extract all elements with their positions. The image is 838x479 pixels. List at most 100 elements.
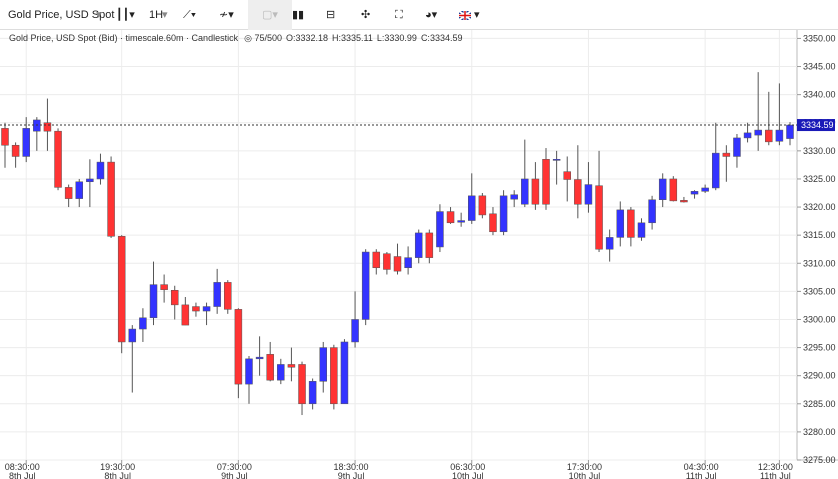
candle-body (627, 209, 635, 238)
candle-body (722, 152, 731, 157)
ohlc-high: H:3335.11 (332, 33, 373, 43)
candle-body (584, 184, 593, 205)
candle-body (96, 161, 105, 180)
draw-line-button[interactable]: ⟋▾ (183, 9, 197, 21)
candle-body (531, 178, 540, 205)
candle-body (765, 129, 773, 143)
candle-body (192, 306, 200, 312)
candle-body (287, 364, 296, 368)
candle-body (510, 194, 518, 200)
candle-body (605, 237, 614, 250)
candle-body (107, 161, 115, 237)
y-tick-label: 3275.00 (803, 455, 836, 465)
candle-body (690, 191, 699, 195)
fullscreen-button[interactable]: ✣ (361, 9, 371, 21)
candle-body (245, 358, 253, 385)
candle-body (478, 195, 487, 216)
ohlc-open: O:3332.18 (286, 33, 328, 43)
zoom-button[interactable]: ⛶ (395, 9, 403, 21)
y-tick-label: 3350.00 (803, 33, 836, 43)
y-tick-label: 3305.00 (803, 286, 836, 296)
candle-body (160, 284, 168, 290)
candle-body (637, 222, 646, 238)
x-tick-label: 19:30:00 (100, 462, 135, 472)
candle-body (786, 124, 794, 139)
y-tick-label: 3290.00 (803, 371, 836, 381)
indicator-button[interactable]: ≁▾ (219, 9, 234, 21)
y-tick-label: 3330.00 (803, 146, 836, 156)
candle-body (521, 178, 529, 205)
x-tick-date: 11th Jul (686, 471, 717, 479)
info-title: Gold Price, USD Spot (Bid) · timescale.6… (9, 33, 239, 43)
candle-body (361, 251, 370, 320)
x-tick-label: 08:30:00 (5, 462, 40, 472)
interval-selector[interactable]: 1H (149, 9, 164, 21)
candle-body (404, 257, 412, 269)
candle-body (139, 317, 147, 330)
candle-body (255, 356, 264, 360)
y-tick-label: 3340.00 (803, 90, 836, 100)
x-tick-label: 12:30:00 (758, 462, 793, 472)
compare-button[interactable]: ▢▾ (248, 0, 292, 30)
candle-body (117, 236, 126, 343)
theme-button[interactable]: ◕▾ (425, 9, 438, 21)
x-tick-date: 10th Jul (569, 471, 601, 479)
last-price-box (797, 119, 835, 132)
candle-body (648, 199, 656, 224)
candle-body (446, 211, 455, 224)
candle-body (669, 178, 678, 202)
candle-body (1, 128, 9, 146)
candle-body (340, 341, 349, 405)
x-tick-label: 17:30:00 (567, 462, 602, 472)
y-tick-label: 3280.00 (803, 427, 836, 437)
language-button[interactable]: ▾ (458, 0, 480, 30)
candle-body (54, 130, 62, 188)
y-tick-label: 3300.00 (803, 314, 836, 324)
candle-body (43, 122, 52, 132)
x-tick-label: 06:30:00 (450, 462, 485, 472)
candle-body (308, 381, 317, 405)
candle-body (277, 364, 285, 381)
toolbar: Gold Price, USD Spot ▾ ┃┃▾ 1H ▾ ⟋▾ ≁▾ ▢▾… (0, 0, 838, 30)
x-tick-date: 11th Jul (760, 471, 791, 479)
last-price-label: 3334.59 (801, 120, 834, 130)
candle-body (383, 253, 391, 270)
symbol-selector[interactable]: Gold Price, USD Spot (8, 9, 115, 21)
candle-body (616, 209, 625, 238)
candle-body (595, 185, 603, 250)
candle-body (457, 220, 465, 223)
ohlc-close: C:3334.59 (421, 33, 463, 43)
x-tick-date: 10th Jul (452, 471, 484, 479)
flag-icon (458, 9, 472, 21)
candle-body (542, 159, 550, 205)
candle-body (499, 195, 508, 233)
candle-body (181, 304, 190, 326)
y-tick-label: 3310.00 (803, 258, 836, 268)
y-tick-label: 3285.00 (803, 399, 836, 409)
dropdown-arrow: ▾ (162, 9, 168, 21)
candle-body (213, 282, 221, 307)
x-tick-label: 04:30:00 (684, 462, 719, 472)
candle-body (425, 232, 434, 258)
candle-body (149, 284, 158, 319)
candle-body (351, 319, 359, 343)
x-tick-label: 18:30:00 (334, 462, 369, 472)
layout-button[interactable]: ⊟ (326, 9, 336, 21)
y-tick-label: 3345.00 (803, 62, 836, 72)
dropdown-arrow: ▾ (96, 9, 102, 21)
x-tick-date: 9th Jul (338, 471, 365, 479)
candle-body (224, 282, 232, 310)
info-count: 75/500 (254, 33, 282, 43)
candle-body (754, 129, 762, 136)
candle-body (468, 195, 476, 221)
chart-type-button[interactable]: ┃┃▾ (116, 9, 135, 21)
y-axis-panel (797, 30, 838, 479)
candle-body (563, 171, 571, 180)
candle-body (64, 187, 73, 199)
candle-body (75, 181, 84, 199)
y-tick-label: 3315.00 (803, 230, 836, 240)
x-tick-date: 8th Jul (9, 471, 36, 479)
volume-button[interactable]: ▮▮ (292, 9, 305, 21)
candle-body (552, 159, 561, 161)
candle-body (574, 179, 582, 205)
